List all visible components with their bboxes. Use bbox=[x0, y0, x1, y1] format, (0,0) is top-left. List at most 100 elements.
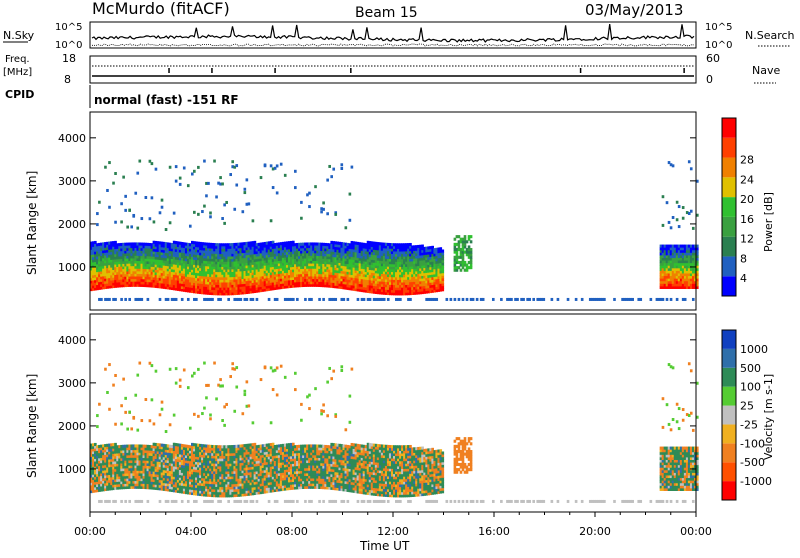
power-cell bbox=[347, 298, 350, 301]
power-cell bbox=[96, 223, 99, 226]
cpid-label: CPID bbox=[5, 88, 34, 101]
power-cell bbox=[108, 206, 111, 209]
power-cell bbox=[100, 298, 103, 301]
power-cell bbox=[284, 174, 287, 177]
power-cell bbox=[219, 298, 222, 301]
power-cell bbox=[124, 209, 127, 212]
power-cell bbox=[294, 186, 297, 189]
velocity-cell bbox=[108, 408, 111, 411]
power-cell bbox=[326, 179, 329, 182]
power-cell bbox=[522, 298, 525, 301]
power-cell bbox=[692, 298, 695, 301]
power-cell bbox=[672, 216, 675, 219]
velocity-cell bbox=[147, 500, 150, 503]
power-cell bbox=[676, 201, 679, 204]
power-colorbar-label: Power [dB] bbox=[762, 192, 775, 252]
velocity-cell bbox=[98, 403, 101, 406]
power-cell bbox=[276, 191, 279, 194]
power-cell bbox=[128, 298, 131, 301]
power-cell bbox=[688, 160, 691, 163]
velocity-cell bbox=[159, 413, 162, 416]
noise-scale-bottom-right: 10^0 bbox=[705, 40, 732, 51]
power-cell bbox=[252, 219, 255, 222]
freq-tick-mark bbox=[580, 68, 582, 73]
nave-tick-bottom: 0 bbox=[706, 73, 713, 86]
power-cell bbox=[326, 212, 329, 215]
velocity-cell bbox=[106, 391, 109, 394]
power-cell bbox=[676, 298, 679, 301]
noise-sky-label: N.Sky bbox=[3, 29, 35, 42]
power-cell bbox=[248, 202, 251, 205]
freq-tick-mark bbox=[274, 68, 276, 73]
velocity-cell bbox=[96, 414, 99, 417]
colorbar-segment bbox=[722, 237, 736, 257]
power-cell bbox=[242, 210, 245, 213]
freq-tick-mark bbox=[350, 68, 352, 73]
velocity-cell bbox=[134, 394, 137, 397]
velocity-cell bbox=[124, 397, 127, 400]
power-cell bbox=[187, 298, 190, 301]
velocity-cell bbox=[141, 500, 144, 503]
power-cell bbox=[124, 195, 127, 198]
power-cell bbox=[229, 173, 232, 176]
velocity-cell bbox=[141, 419, 144, 422]
power-cell bbox=[189, 225, 192, 228]
power-cell bbox=[244, 188, 247, 191]
power-cell bbox=[151, 196, 154, 199]
velocity-cell bbox=[124, 411, 127, 414]
power-cell bbox=[136, 172, 139, 175]
power-cell bbox=[145, 196, 148, 199]
power-cell bbox=[260, 176, 263, 179]
power-cell bbox=[235, 164, 238, 167]
colorbar-segment bbox=[722, 276, 736, 296]
power-colorbar-tick: 16 bbox=[740, 213, 754, 226]
y-tick-label: 4000 bbox=[58, 132, 86, 145]
velocity-cell bbox=[136, 429, 139, 432]
power-cell bbox=[221, 182, 224, 185]
velocity-cell bbox=[155, 370, 158, 373]
nave-tick-top: 60 bbox=[706, 52, 720, 65]
power-cell bbox=[470, 248, 473, 251]
velocity-cell bbox=[114, 423, 117, 426]
colorbar-segment bbox=[722, 118, 736, 138]
power-cell bbox=[678, 205, 681, 208]
noise-sky-trace bbox=[92, 24, 694, 42]
power-cell bbox=[120, 202, 123, 205]
power-cell bbox=[165, 228, 168, 231]
power-cell bbox=[120, 298, 123, 301]
power-cell bbox=[690, 167, 693, 170]
power-cell bbox=[211, 298, 214, 301]
velocity-cell bbox=[161, 401, 164, 404]
velocity-cell bbox=[145, 398, 148, 401]
power-cell bbox=[670, 226, 673, 229]
power-cell bbox=[567, 298, 570, 301]
power-cell bbox=[169, 221, 172, 224]
velocity-cell bbox=[124, 500, 127, 503]
power-cell bbox=[516, 298, 519, 301]
power-cell bbox=[666, 201, 669, 204]
power-cell bbox=[114, 172, 117, 175]
power-cell bbox=[183, 166, 186, 169]
power-cell bbox=[181, 298, 184, 301]
power-cell bbox=[122, 176, 125, 179]
power-cell bbox=[672, 164, 675, 167]
power-cell bbox=[203, 205, 206, 208]
freq-tick-top: 18 bbox=[62, 52, 76, 65]
power-cell bbox=[175, 298, 178, 301]
noise-scale-bottom-left: 10^0 bbox=[55, 40, 82, 51]
power-colorbar-tick: 4 bbox=[740, 272, 747, 285]
power-ylabel: Slant Range [km] bbox=[25, 171, 39, 275]
velocity-cell bbox=[187, 500, 190, 503]
power-cell bbox=[134, 192, 137, 195]
power-cell bbox=[213, 160, 216, 163]
power-cell bbox=[151, 162, 154, 165]
power-cell bbox=[682, 206, 685, 209]
power-cell bbox=[159, 298, 162, 301]
power-cell bbox=[96, 212, 99, 215]
power-cell bbox=[343, 298, 346, 301]
velocity-cell bbox=[120, 500, 123, 503]
power-cell bbox=[98, 201, 101, 204]
power-cell bbox=[304, 298, 307, 301]
